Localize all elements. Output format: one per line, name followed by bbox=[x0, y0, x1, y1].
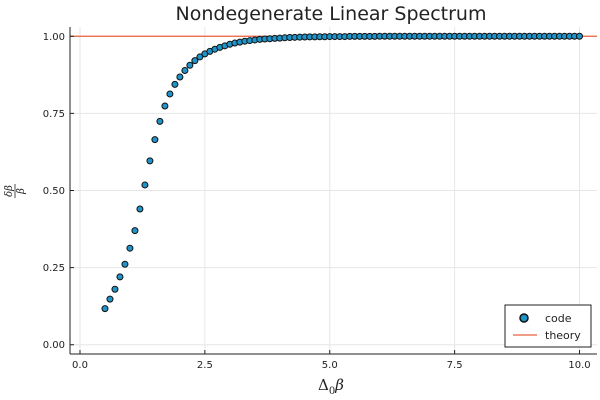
y-tick-label-3: 0.75 bbox=[43, 109, 65, 120]
y-axis-label-denominator: β bbox=[16, 188, 27, 195]
data-point-3 bbox=[116, 273, 124, 281]
data-point-18 bbox=[191, 57, 199, 65]
data-point-4 bbox=[121, 260, 129, 268]
data-point-10 bbox=[151, 136, 159, 144]
x-axis-label-subscript: 0 bbox=[329, 386, 335, 397]
data-point-17 bbox=[186, 61, 194, 69]
x-tick-label-4: 10.0 bbox=[568, 360, 590, 371]
x-tick-label-1: 2.5 bbox=[197, 360, 213, 371]
data-point-0 bbox=[101, 305, 109, 313]
tick-labels: 0.0 2.5 5.0 7.5 10.0 0.00 0.25 0.50 0.75 1.00 bbox=[43, 32, 591, 371]
x-tick-label-2: 5.0 bbox=[322, 360, 338, 371]
x-axis-label-delta: Δ bbox=[318, 376, 329, 394]
data-point-5 bbox=[126, 244, 134, 252]
legend-label-code: code bbox=[545, 312, 572, 325]
data-point-14 bbox=[171, 80, 179, 88]
y-tick-label-0: 0.00 bbox=[43, 340, 65, 351]
legend-marker-code bbox=[519, 313, 529, 323]
data-point-16 bbox=[181, 66, 189, 74]
data-point-9 bbox=[146, 157, 154, 165]
x-axis-label-beta: β bbox=[334, 376, 344, 394]
data-point-12 bbox=[161, 102, 169, 110]
y-axis-label-numerator: δβ bbox=[4, 185, 15, 197]
data-point-95 bbox=[576, 32, 584, 40]
x-axis-label: Δ0β bbox=[318, 376, 344, 397]
data-point-19 bbox=[196, 53, 204, 61]
x-tick-label-3: 7.5 bbox=[447, 360, 463, 371]
axes bbox=[69, 27, 597, 355]
data-point-11 bbox=[156, 117, 164, 125]
data-point-7 bbox=[136, 205, 144, 213]
data-point-13 bbox=[166, 90, 174, 98]
data-point-2 bbox=[111, 285, 119, 293]
y-tick-label-4: 1.00 bbox=[43, 32, 65, 43]
data-points bbox=[101, 32, 584, 313]
legend-label-theory: theory bbox=[545, 329, 581, 342]
legend: code theory bbox=[504, 304, 592, 348]
y-tick-label-1: 0.25 bbox=[43, 263, 65, 274]
data-point-15 bbox=[176, 73, 184, 81]
y-axis-label: δβ β bbox=[4, 184, 27, 198]
data-point-8 bbox=[141, 181, 149, 189]
y-tick-label-2: 0.50 bbox=[43, 186, 65, 197]
chart-title: Nondegenerate Linear Spectrum bbox=[176, 3, 487, 25]
data-point-1 bbox=[106, 295, 114, 303]
data-point-6 bbox=[131, 227, 139, 235]
x-tick-label-0: 0.0 bbox=[72, 360, 88, 371]
legend-box bbox=[504, 304, 592, 348]
